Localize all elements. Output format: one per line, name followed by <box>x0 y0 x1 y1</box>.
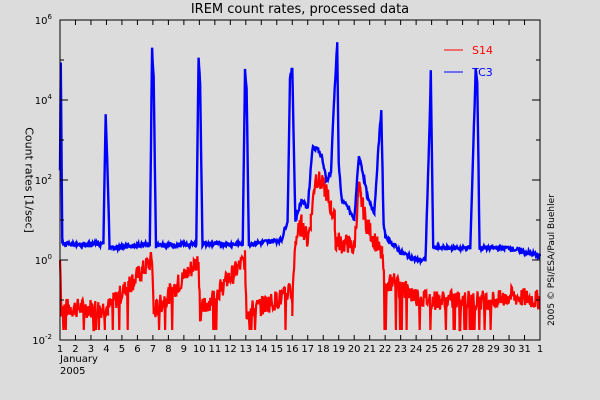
x-tick-label: 9 <box>181 344 187 355</box>
legend-label: S14 <box>472 44 493 57</box>
x-tick-label: 13 <box>239 344 252 355</box>
y-tick-label: 104 <box>35 93 53 107</box>
y-tick-label: 102 <box>35 173 52 187</box>
x-tick-label: 16 <box>286 344 299 355</box>
chart-title: IREM count rates, processed data <box>190 2 410 17</box>
x-tick-label: 28 <box>472 344 485 355</box>
x-tick-label: 14 <box>255 344 268 355</box>
plot-series <box>58 42 542 332</box>
x-tick-label: 27 <box>456 344 469 355</box>
x-tick-label: 10 <box>193 344 206 355</box>
legend-label: TC3 <box>471 66 493 79</box>
x-tick-label: 15 <box>270 344 283 355</box>
x-tick-label: 20 <box>348 344 361 355</box>
legend: S14 TC3 <box>444 44 493 79</box>
x-year-label: 2005 <box>60 366 86 377</box>
y-tick-label: 10-2 <box>32 333 52 347</box>
series-tc3 <box>58 42 542 267</box>
x-tick-label: 21 <box>363 344 376 355</box>
x-tick-label: 5 <box>119 344 125 355</box>
x-tick-label: 11 <box>208 344 221 355</box>
x-tick-label: 12 <box>224 344 237 355</box>
x-tick-label: 8 <box>165 344 171 355</box>
x-tick-label: 4 <box>103 344 109 355</box>
x-tick-label: 3 <box>88 344 94 355</box>
x-tick-label: 30 <box>503 344 516 355</box>
y-tick-label: 100 <box>35 253 52 267</box>
x-tick-label: 7 <box>150 344 156 355</box>
x-tick-label: 19 <box>332 344 345 355</box>
x-tick-label: 24 <box>410 344 423 355</box>
x-tick-label: 23 <box>394 344 407 355</box>
x-tick-label: 22 <box>379 344 392 355</box>
x-tick-label: 17 <box>301 344 314 355</box>
x-tick-label: 18 <box>317 344 330 355</box>
x-month-label: January <box>60 354 98 365</box>
x-tick-label: 26 <box>441 344 454 355</box>
x-tick-label: 1 <box>537 344 543 355</box>
series-s14 <box>58 171 541 332</box>
axis-ticks: 1 2 3 4 5 6 7 8 9 10 11 12 13 14 15 16 17 18 19 20 21 22 23 24 2… <box>32 13 543 355</box>
x-tick-label: 2 <box>72 344 78 355</box>
x-tick-label: 25 <box>425 344 438 355</box>
x-tick-label: 6 <box>134 344 140 355</box>
x-tick-label: 31 <box>518 344 531 355</box>
y-tick-label: 106 <box>35 13 53 27</box>
x-tick-label: 1 <box>57 344 63 355</box>
x-tick-label: 29 <box>487 344 500 355</box>
